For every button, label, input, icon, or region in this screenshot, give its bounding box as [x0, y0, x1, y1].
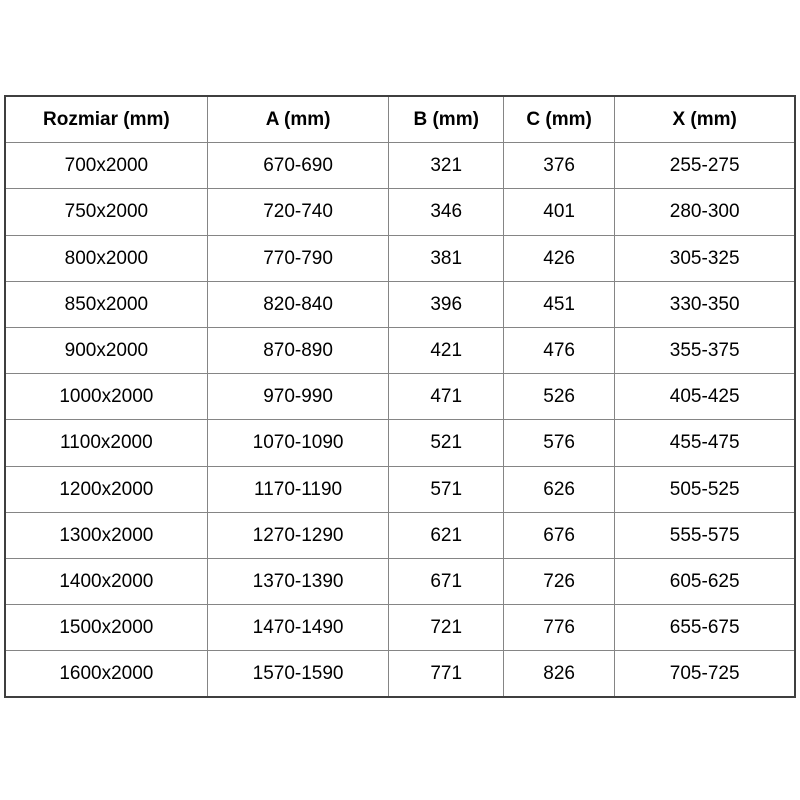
table-cell-rozmiar: 700x2000	[4, 142, 208, 190]
table-cell-x: 455-475	[614, 419, 796, 467]
table-cell-rozmiar: 750x2000	[4, 188, 208, 236]
table-row: 800x2000 770-790 381 426 305-325	[4, 234, 796, 282]
table-cell-a: 970-990	[206, 373, 390, 421]
table-cell-c: 726	[502, 557, 616, 606]
table-row: 750x2000 720-740 346 401 280-300	[4, 188, 796, 236]
table-cell-rozmiar: 900x2000	[4, 326, 208, 375]
table-cell-rozmiar: 1400x2000	[4, 557, 208, 606]
table-row: 1000x2000 970-990 471 526 405-425	[4, 373, 796, 421]
table-cell-rozmiar: 1300x2000	[4, 511, 208, 559]
table-row: 1200x2000 1170-1190 571 626 505-525	[4, 465, 796, 513]
table-cell-x: 555-575	[614, 511, 796, 559]
table-cell-x: 705-725	[614, 650, 796, 698]
table-cell-rozmiar: 1000x2000	[4, 373, 208, 421]
table-cell-rozmiar: 1500x2000	[4, 604, 208, 652]
table-cell-b: 346	[388, 188, 504, 236]
table-row: 900x2000 870-890 421 476 355-375	[4, 326, 796, 375]
table-cell-c: 676	[502, 511, 616, 559]
table-cell-a: 670-690	[206, 142, 390, 190]
table-cell-a: 1470-1490	[206, 604, 390, 652]
column-header-rozmiar: Rozmiar (mm)	[4, 95, 208, 144]
table-cell-a: 870-890	[206, 326, 390, 375]
table-row: 1100x2000 1070-1090 521 576 455-475	[4, 419, 796, 467]
table-cell-x: 605-625	[614, 557, 796, 606]
table-cell-c: 776	[502, 604, 616, 652]
table-cell-x: 255-275	[614, 142, 796, 190]
table-row: 1400x2000 1370-1390 671 726 605-625	[4, 557, 796, 606]
table-cell-rozmiar: 1600x2000	[4, 650, 208, 698]
table-cell-c: 426	[502, 234, 616, 282]
table-cell-b: 721	[388, 604, 504, 652]
column-header-x: X (mm)	[614, 95, 796, 144]
table-cell-c: 626	[502, 465, 616, 513]
size-spec-table-container: Rozmiar (mm) A (mm) B (mm) C (mm) X (mm)…	[4, 95, 796, 699]
table-cell-x: 505-525	[614, 465, 796, 513]
table-cell-rozmiar: 800x2000	[4, 234, 208, 282]
table-cell-b: 771	[388, 650, 504, 698]
table-cell-b: 521	[388, 419, 504, 467]
table-cell-c: 451	[502, 280, 616, 328]
table-cell-a: 1370-1390	[206, 557, 390, 606]
table-cell-x: 280-300	[614, 188, 796, 236]
table-body: 700x2000 670-690 321 376 255-275 750x200…	[4, 142, 796, 698]
table-cell-b: 396	[388, 280, 504, 328]
table-cell-b: 471	[388, 373, 504, 421]
table-cell-a: 1270-1290	[206, 511, 390, 559]
column-header-c: C (mm)	[502, 95, 616, 144]
column-header-a: A (mm)	[206, 95, 390, 144]
table-row: 1500x2000 1470-1490 721 776 655-675	[4, 604, 796, 652]
table-cell-x: 305-325	[614, 234, 796, 282]
table-cell-c: 476	[502, 326, 616, 375]
table-row: 1600x2000 1570-1590 771 826 705-725	[4, 650, 796, 698]
table-cell-c: 526	[502, 373, 616, 421]
table-cell-b: 381	[388, 234, 504, 282]
table-cell-x: 405-425	[614, 373, 796, 421]
table-cell-a: 720-740	[206, 188, 390, 236]
table-cell-b: 571	[388, 465, 504, 513]
table-header-row: Rozmiar (mm) A (mm) B (mm) C (mm) X (mm)	[4, 95, 796, 144]
table-cell-c: 826	[502, 650, 616, 698]
table-cell-c: 401	[502, 188, 616, 236]
table-row: 1300x2000 1270-1290 621 676 555-575	[4, 511, 796, 559]
table-cell-a: 1170-1190	[206, 465, 390, 513]
table-cell-b: 421	[388, 326, 504, 375]
table-cell-a: 770-790	[206, 234, 390, 282]
table-cell-c: 576	[502, 419, 616, 467]
table-cell-x: 355-375	[614, 326, 796, 375]
table-cell-b: 671	[388, 557, 504, 606]
table-cell-a: 1570-1590	[206, 650, 390, 698]
column-header-b: B (mm)	[388, 95, 504, 144]
table-cell-rozmiar: 850x2000	[4, 280, 208, 328]
table-cell-c: 376	[502, 142, 616, 190]
table-cell-a: 820-840	[206, 280, 390, 328]
table-cell-rozmiar: 1200x2000	[4, 465, 208, 513]
table-cell-x: 330-350	[614, 280, 796, 328]
table-cell-x: 655-675	[614, 604, 796, 652]
table-cell-b: 321	[388, 142, 504, 190]
size-spec-table: Rozmiar (mm) A (mm) B (mm) C (mm) X (mm)…	[4, 95, 796, 699]
table-cell-b: 621	[388, 511, 504, 559]
table-row: 700x2000 670-690 321 376 255-275	[4, 142, 796, 190]
table-cell-a: 1070-1090	[206, 419, 390, 467]
table-row: 850x2000 820-840 396 451 330-350	[4, 280, 796, 328]
table-cell-rozmiar: 1100x2000	[4, 419, 208, 467]
